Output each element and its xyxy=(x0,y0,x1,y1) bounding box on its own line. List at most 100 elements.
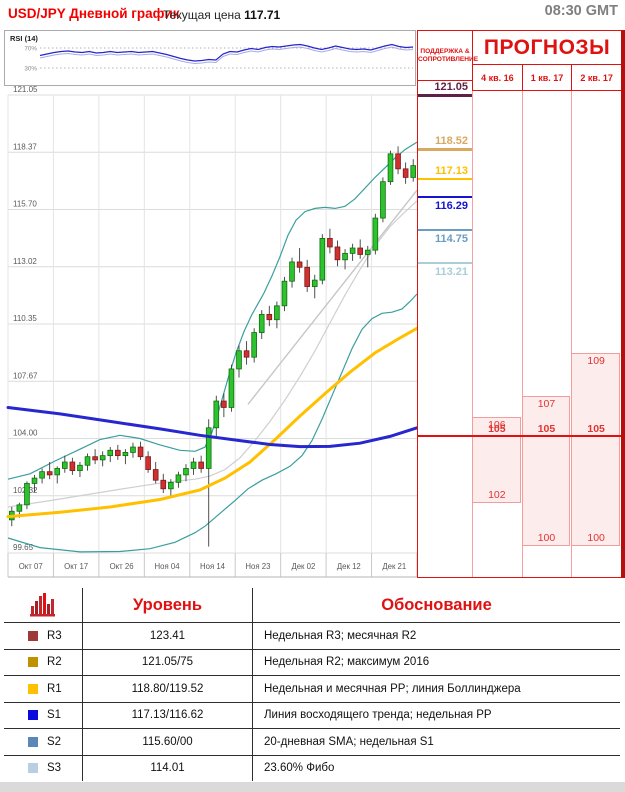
candle xyxy=(145,456,151,470)
candle xyxy=(99,455,106,461)
level-label: 121.05 xyxy=(434,81,468,93)
rsi-line xyxy=(39,43,414,62)
candle xyxy=(62,461,68,469)
candle xyxy=(175,474,182,483)
candle xyxy=(402,168,409,178)
candle xyxy=(364,249,371,255)
y-axis-label: 113.02 xyxy=(13,257,37,266)
rsi-threshold-label: 30% xyxy=(24,66,37,73)
forecast-value: 107 xyxy=(537,397,556,410)
level-value: 123.41 xyxy=(82,622,252,649)
level-color-swatch xyxy=(28,710,38,721)
level-line xyxy=(418,261,472,265)
y-axis-label: 107.67 xyxy=(13,371,38,380)
level-value: 118.80/119.52 xyxy=(82,675,252,702)
candle xyxy=(236,350,242,370)
candle xyxy=(198,461,204,469)
y-axis-label: 115.70 xyxy=(13,200,37,209)
level-color-swatch xyxy=(28,763,38,774)
x-axis-label: Окт 17 xyxy=(64,562,88,571)
candle xyxy=(92,456,98,461)
candle xyxy=(84,456,91,466)
timestamp: 08:30 GMT xyxy=(544,3,618,19)
x-axis-label: Окт 26 xyxy=(110,562,134,571)
candle xyxy=(77,464,83,472)
candle xyxy=(395,153,401,170)
current-price-value: 117.71 xyxy=(244,8,281,22)
forecast-column-header: 4 кв. 16 xyxy=(472,65,522,91)
histogram-icon xyxy=(4,588,82,622)
levels-table: Уровень Обоснование R3 123.41 Недельная R3… xyxy=(4,588,620,781)
candle xyxy=(296,261,303,268)
boll-lower-line xyxy=(7,293,418,553)
candle xyxy=(304,266,310,287)
candle xyxy=(137,446,144,458)
level-code-label: R2 xyxy=(47,656,62,669)
ma-blue-line xyxy=(6,406,419,449)
candle xyxy=(24,483,30,506)
level-code-r2: R2 xyxy=(4,648,82,676)
level-code-s3: S3 xyxy=(4,754,82,782)
level-color-swatch xyxy=(28,683,38,694)
level-reason: Недельная R2; максимум 2016 xyxy=(252,648,620,675)
level-color-swatch xyxy=(28,736,38,747)
candle xyxy=(311,279,318,287)
rsi-label: RSI (14) xyxy=(10,34,38,43)
level-label: 117.13 xyxy=(434,164,468,177)
level-line xyxy=(418,177,472,181)
level-code-label: S3 xyxy=(47,762,62,775)
y-axis-label: 110.35 xyxy=(13,314,37,323)
rsi-panel: RSI (14) 70% 30% xyxy=(4,30,416,86)
candle xyxy=(69,461,76,472)
level-value: 114.01 xyxy=(82,754,252,781)
level-code-label: R1 xyxy=(47,682,62,695)
forecast-value: 105 xyxy=(537,422,556,435)
forecast-mid-line xyxy=(418,434,621,437)
candle xyxy=(266,313,273,321)
candle xyxy=(334,246,341,261)
x-axis-label: Ноя 04 xyxy=(155,562,181,571)
panel-separator xyxy=(472,81,473,577)
forecast-value: 106 xyxy=(488,419,506,432)
y-axis-label: 121.05 xyxy=(13,85,38,94)
forecast-value: 102 xyxy=(488,488,506,501)
candle xyxy=(16,504,23,512)
panel-separator xyxy=(521,91,523,577)
rsi-threshold-label: 70% xyxy=(24,46,37,53)
candle xyxy=(258,313,265,333)
candle xyxy=(251,332,257,358)
level-value: 121.05/75 xyxy=(82,648,252,675)
level-code-label: S2 xyxy=(47,735,62,748)
level-value: 115.60/00 xyxy=(82,728,252,755)
level-label: 113.21 xyxy=(434,265,468,278)
level-reason: Недельная R3; месячная R2 xyxy=(252,622,620,649)
forecast-value: 100 xyxy=(587,531,605,544)
current-price-label: Текущая цена xyxy=(163,8,241,22)
trend-line xyxy=(247,189,418,405)
forecast-column-header: 2 кв. 17 xyxy=(571,65,621,91)
forecast-range-box xyxy=(521,395,571,546)
candle xyxy=(115,449,121,457)
level-reason: 20-дневная SMA; недельная S1 xyxy=(252,728,620,755)
forecast-value: 105 xyxy=(587,422,605,435)
forecast-value: 105 xyxy=(488,422,506,435)
y-axis-label: 104.00 xyxy=(13,429,38,438)
x-axis-label: Ноя 23 xyxy=(245,562,270,571)
candle xyxy=(327,237,333,248)
page-title: USD/JPY Дневной график xyxy=(8,6,180,21)
candle xyxy=(152,469,159,481)
candle xyxy=(281,280,288,307)
forecast-value: 109 xyxy=(587,354,605,367)
candle xyxy=(372,217,379,251)
candle xyxy=(46,471,53,476)
forecast-range-box xyxy=(571,352,620,546)
candle xyxy=(410,165,417,178)
candle xyxy=(342,252,348,261)
panel-separator xyxy=(571,91,573,577)
forecast-value: 100 xyxy=(537,531,556,544)
candle xyxy=(183,468,189,476)
level-label: 114.75 xyxy=(434,232,468,245)
y-axis-label: 118.37 xyxy=(13,142,37,151)
candle xyxy=(274,305,280,321)
